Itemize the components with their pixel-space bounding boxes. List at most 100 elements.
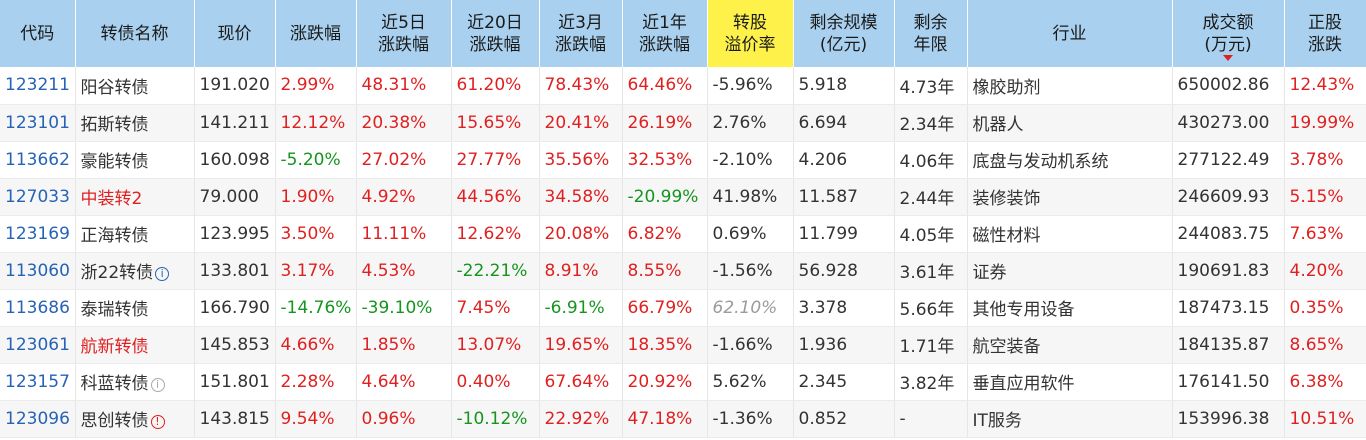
d20-value: 15.65%: [456, 112, 522, 133]
name-value: 泰瑞转债: [80, 300, 149, 320]
table-row[interactable]: 113662 豪能转债 160.098 -5.20% 27.02% 27.77% 35.56…: [0, 141, 1366, 179]
info-blue-icon[interactable]: i: [155, 267, 170, 281]
cell-name[interactable]: 中装转2: [75, 178, 195, 216]
column-header-d20[interactable]: 近20日 涨跌幅: [451, 0, 540, 67]
column-header-m3[interactable]: 近3月 涨跌幅: [539, 0, 623, 67]
cell-code[interactable]: 113686: [0, 289, 76, 327]
cell-y1: 6.82%: [622, 215, 708, 253]
cell-price: 123.995: [194, 215, 276, 253]
cell-premium: 5.62%: [707, 363, 794, 401]
cell-name[interactable]: 阳谷转债: [75, 67, 195, 105]
cell-name[interactable]: 科蓝转债 i: [75, 363, 195, 401]
info-gray-icon[interactable]: i: [150, 378, 165, 392]
cell-name[interactable]: 正海转债: [75, 215, 195, 253]
column-header-code[interactable]: 代码: [0, 0, 76, 67]
cell-name[interactable]: 航新转债: [75, 326, 195, 364]
column-header-years[interactable]: 剩余 年限: [894, 0, 968, 67]
years-value: 2.44年: [899, 189, 955, 209]
cell-d20: 13.07%: [451, 326, 540, 364]
cell-name[interactable]: 浙22转债 i: [75, 252, 195, 290]
volume-value: 187473.15: [1177, 297, 1270, 318]
column-header-volume[interactable]: 成交额 (万元): [1172, 0, 1285, 67]
cell-stock_change: 7.63%: [1284, 215, 1366, 253]
m3-value: 67.64%: [544, 371, 610, 392]
code-value: 113060: [5, 260, 70, 281]
table-row[interactable]: 123169 正海转债 123.995 3.50% 11.11% 12.62% 20.08%…: [0, 215, 1366, 253]
cell-name[interactable]: 豪能转债: [75, 141, 195, 179]
change-value: 3.50%: [280, 223, 335, 244]
y1-value: 26.19%: [627, 112, 693, 133]
cell-code[interactable]: 123169: [0, 215, 76, 253]
y1-value: 20.92%: [627, 371, 693, 392]
table-row[interactable]: 127033 中装转2 79.000 1.90% 4.92% 44.56% 34.58% -2…: [0, 178, 1366, 216]
cell-stock_change: 10.51%: [1284, 400, 1366, 438]
cell-code[interactable]: 123096: [0, 400, 76, 438]
cell-scale: 11.799: [793, 215, 895, 253]
d20-value: -10.12%: [456, 408, 528, 429]
table-row[interactable]: 123101 拓斯转债 141.211 12.12% 20.38% 15.65% 20.41…: [0, 104, 1366, 142]
table-row[interactable]: 123211 阳谷转债 191.020 2.99% 48.31% 61.20% 78.43%…: [0, 67, 1366, 105]
cell-change: 2.28%: [275, 363, 357, 401]
table-row[interactable]: 123061 航新转债 145.853 4.66% 1.85% 13.07% 19.65% 1…: [0, 326, 1366, 364]
cell-premium: -1.56%: [707, 252, 794, 290]
cell-volume: 187473.15: [1172, 289, 1285, 327]
cell-name[interactable]: 拓斯转债: [75, 104, 195, 142]
d20-value: 13.07%: [456, 334, 522, 355]
column-header-stock_change[interactable]: 正股 涨跌: [1284, 0, 1366, 67]
stock_change-value: 12.43%: [1289, 75, 1355, 96]
name-value: 浙22转债: [80, 263, 154, 283]
scale-value: 11.587: [798, 186, 858, 207]
table-body: 123211 阳谷转债 191.020 2.99% 48.31% 61.20% 78.43%…: [0, 67, 1366, 438]
cell-code[interactable]: 127033: [0, 178, 76, 216]
cell-code[interactable]: 113662: [0, 141, 76, 179]
column-header-industry[interactable]: 行业: [967, 0, 1173, 67]
cell-code[interactable]: 123211: [0, 67, 76, 105]
cell-code[interactable]: 123157: [0, 363, 76, 401]
name-value: 中装转2: [80, 189, 143, 209]
price-value: 123.995: [199, 223, 270, 244]
column-header-scale[interactable]: 剩余规模 (亿元): [793, 0, 895, 67]
price-value: 145.853: [199, 334, 270, 355]
cell-industry: 机器人: [967, 104, 1173, 142]
cell-years: 4.06年: [894, 141, 968, 179]
industry-value: 航空装备: [972, 337, 1041, 357]
scale-value: 3.378: [798, 297, 848, 318]
column-header-d5[interactable]: 近5日 涨跌幅: [356, 0, 452, 67]
cell-price: 151.801: [194, 363, 276, 401]
cell-scale: 11.587: [793, 178, 895, 216]
column-header-premium[interactable]: 转股 溢价率: [707, 0, 794, 67]
cell-stock_change: 6.38%: [1284, 363, 1366, 401]
cell-code[interactable]: 113060: [0, 252, 76, 290]
alert-red-icon[interactable]: !: [150, 415, 165, 429]
change-value: 2.28%: [280, 371, 335, 392]
cell-premium: -5.96%: [707, 67, 794, 105]
column-header-name[interactable]: 转债名称: [75, 0, 195, 67]
cell-name[interactable]: 思创转债!: [75, 400, 195, 438]
cell-years: 1.71年: [894, 326, 968, 364]
volume-value: 244083.75: [1177, 223, 1270, 244]
column-header-y1[interactable]: 近1年 涨跌幅: [622, 0, 708, 67]
cell-d20: 0.40%: [451, 363, 540, 401]
column-header-price[interactable]: 现价: [194, 0, 276, 67]
cell-d20: -22.21%: [451, 252, 540, 290]
cell-m3: 8.91%: [539, 252, 623, 290]
cell-code[interactable]: 123061: [0, 326, 76, 364]
table-row[interactable]: 113686 泰瑞转债 166.790 -14.76% -39.10% 7.45% -6.9…: [0, 289, 1366, 327]
table-row[interactable]: 123096 思创转债! 143.815 9.54% 0.96% -10.12% 22.92…: [0, 400, 1366, 438]
volume-value: 153996.38: [1177, 408, 1270, 429]
cell-code[interactable]: 123101: [0, 104, 76, 142]
stock_change-value: 5.15%: [1289, 186, 1344, 207]
change-value: 12.12%: [280, 112, 346, 133]
table-row[interactable]: 123157 科蓝转债 i 151.801 2.28% 4.64% 0.40% 67.64% 2…: [0, 363, 1366, 401]
scale-value: 1.936: [798, 334, 848, 355]
cell-volume: 430273.00: [1172, 104, 1285, 142]
cell-m3: 34.58%: [539, 178, 623, 216]
cell-d20: 12.62%: [451, 215, 540, 253]
y1-value: 64.46%: [627, 75, 693, 96]
cell-name[interactable]: 泰瑞转债: [75, 289, 195, 327]
cell-years: 4.73年: [894, 67, 968, 105]
column-header-change[interactable]: 涨跌幅: [275, 0, 357, 67]
industry-value: 磁性材料: [972, 226, 1041, 246]
table-row[interactable]: 113060 浙22转债 i 133.801 3.17% 4.53% -22.21% 8.91…: [0, 252, 1366, 290]
cell-m3: 78.43%: [539, 67, 623, 105]
